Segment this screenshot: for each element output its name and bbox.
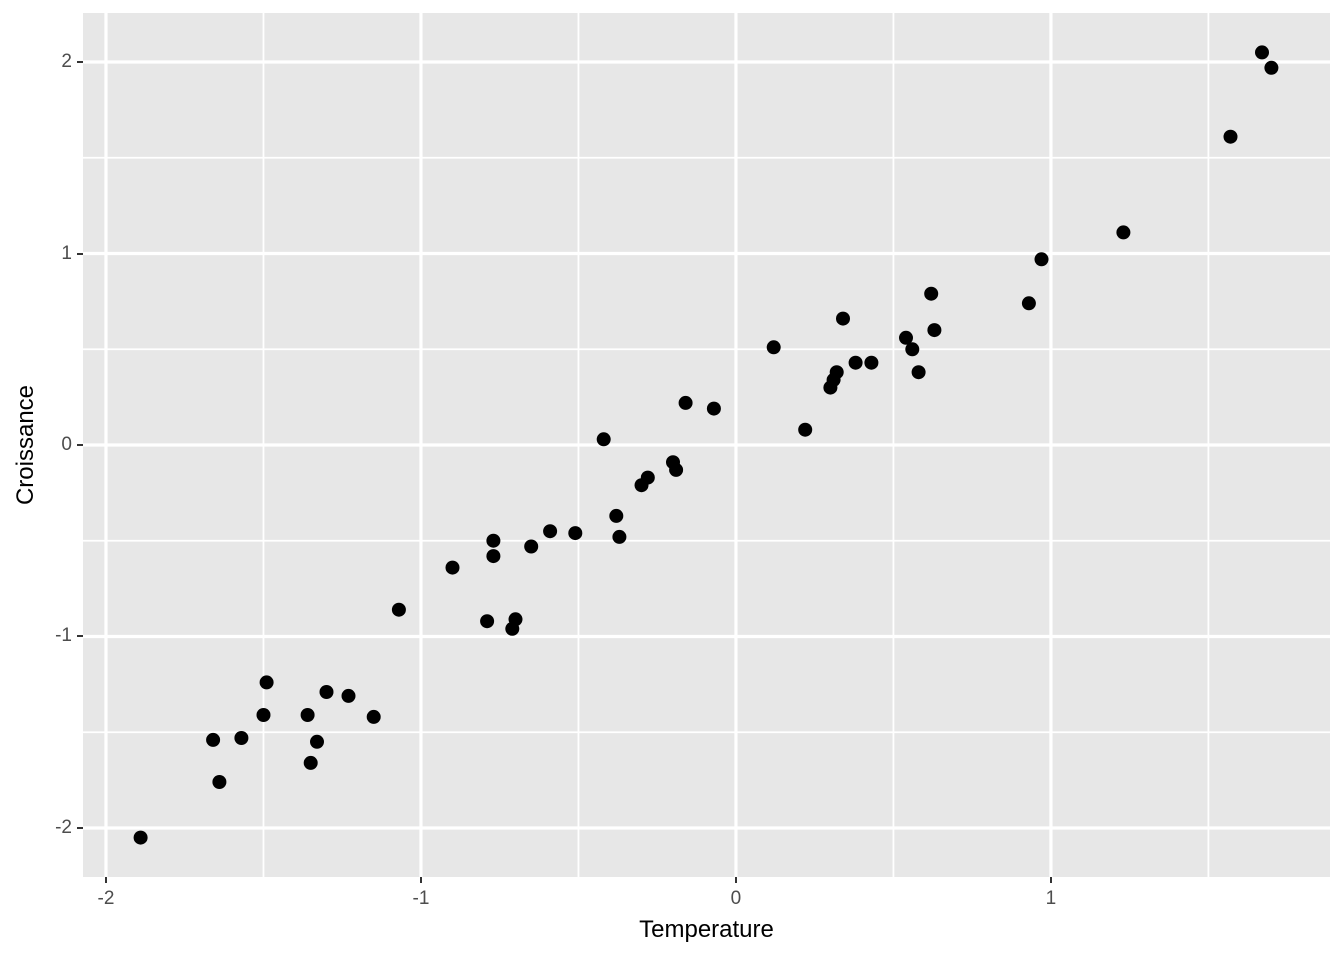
data-point — [1255, 45, 1269, 60]
data-point — [612, 529, 627, 544]
data-point — [829, 365, 844, 380]
data-point — [391, 602, 406, 617]
y-tick-label: -2 — [55, 816, 72, 838]
y-tick-mark — [77, 826, 83, 829]
data-point — [678, 395, 693, 410]
x-tick-label: -1 — [412, 888, 430, 909]
data-point — [927, 323, 942, 338]
data-point — [1116, 225, 1131, 240]
y-tick-label: -1 — [55, 625, 72, 647]
data-point — [480, 614, 495, 629]
data-point — [303, 755, 318, 770]
data-point — [798, 422, 813, 437]
data-point — [766, 340, 781, 355]
data-point — [864, 355, 879, 370]
data-point — [596, 432, 611, 447]
data-point — [524, 539, 539, 554]
data-point — [508, 612, 523, 627]
data-point — [568, 526, 583, 541]
data-point — [836, 311, 850, 326]
data-point — [206, 732, 221, 747]
x-tick-label: -2 — [97, 888, 115, 909]
y-tick-mark — [77, 444, 83, 446]
x-tick-mark — [734, 877, 737, 883]
data-point — [366, 709, 381, 724]
x-tick-mark — [1049, 877, 1052, 883]
data-point — [899, 330, 913, 345]
x-tick-mark — [104, 877, 107, 883]
y-tick-mark — [77, 635, 83, 638]
y-tick-label: 2 — [61, 51, 72, 73]
data-point — [133, 830, 148, 845]
x-tick-label: 0 — [730, 888, 742, 909]
x-tick-mark — [419, 877, 422, 883]
data-point — [445, 560, 460, 575]
data-point — [1021, 296, 1036, 311]
x-tick-label: 1 — [1045, 888, 1057, 909]
y-tick-label: 0 — [61, 434, 72, 455]
data-point — [924, 286, 939, 301]
plot-panel — [83, 13, 1330, 877]
data-point — [486, 549, 501, 564]
data-point — [905, 342, 920, 357]
data-point — [212, 775, 227, 789]
plot-canvas — [83, 13, 1330, 877]
data-point — [256, 708, 271, 722]
data-point — [640, 470, 655, 485]
data-point — [609, 508, 624, 523]
data-point — [543, 524, 558, 539]
data-point — [341, 688, 356, 703]
data-point — [911, 365, 926, 380]
data-point — [1264, 60, 1279, 75]
data-point — [234, 731, 249, 745]
y-tick-mark — [77, 61, 83, 64]
y-axis-title: Croissance — [12, 384, 39, 506]
data-point — [310, 734, 324, 749]
data-point — [486, 533, 501, 548]
x-axis-title: Temperature — [639, 916, 774, 943]
data-point — [669, 462, 684, 477]
y-tick-mark — [77, 252, 83, 255]
data-point — [259, 675, 274, 690]
data-point — [319, 685, 334, 699]
data-point — [1223, 129, 1238, 144]
y-tick-label: 1 — [61, 242, 72, 264]
data-point — [300, 708, 315, 722]
data-point — [706, 401, 721, 416]
data-point — [848, 355, 863, 370]
data-point — [1034, 252, 1049, 267]
